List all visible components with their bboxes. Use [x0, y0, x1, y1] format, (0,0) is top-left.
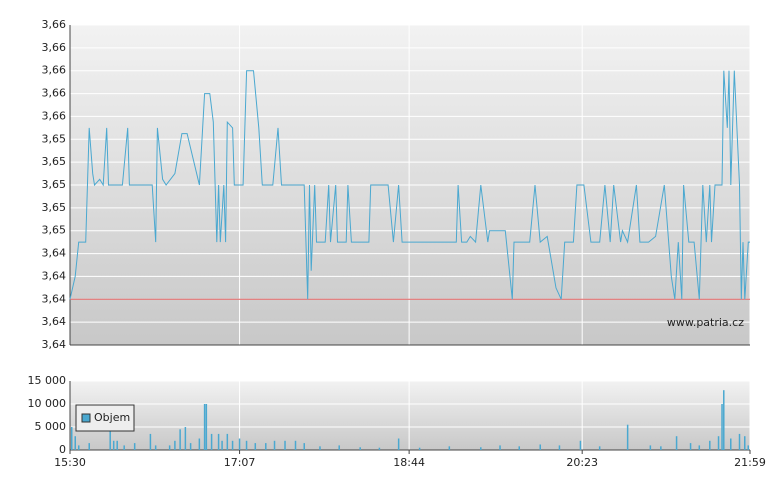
y-tick-label: 15 000	[28, 374, 67, 387]
x-tick-label: 21:59	[734, 456, 766, 469]
y-tick-label: 3,64	[42, 292, 67, 305]
y-tick-label: 3,64	[42, 338, 67, 351]
y-tick-label: 3,66	[42, 41, 67, 54]
y-tick-label: 3,65	[42, 201, 67, 214]
volume-bar	[88, 443, 90, 450]
volume-bar	[359, 447, 361, 450]
volume-bar	[397, 438, 400, 450]
volume-bar	[319, 446, 321, 450]
y-tick-label: 3,64	[42, 247, 67, 260]
volume-bar	[198, 438, 201, 450]
volume-bar	[649, 445, 652, 450]
volume-bar	[210, 433, 213, 450]
y-tick-label: 3,66	[42, 87, 67, 100]
x-tick-label: 20:23	[566, 456, 598, 469]
y-tick-label: 3,65	[42, 155, 67, 168]
volume-bar	[338, 445, 340, 450]
y-tick-label: 3,66	[42, 109, 67, 122]
volume-bar	[730, 438, 732, 450]
y-tick-label: 3,66	[42, 18, 67, 31]
volume-bar	[558, 445, 561, 450]
volume-bar	[303, 443, 305, 450]
volume-bar	[480, 447, 482, 450]
volume-bar	[744, 436, 746, 450]
volume-bar	[294, 440, 297, 450]
volume-bar	[226, 433, 229, 450]
volume-bar	[518, 446, 521, 450]
volume-bar	[112, 440, 115, 450]
volume-bar	[231, 440, 234, 450]
y-tick-label: 3,65	[42, 132, 67, 145]
volume-bar	[284, 440, 286, 450]
y-tick-label: 3,66	[42, 64, 67, 77]
volume-bar	[698, 445, 701, 450]
volume-bar	[154, 445, 157, 450]
volume-bar	[721, 404, 723, 450]
volume-bar	[626, 424, 629, 450]
volume-bar	[133, 443, 136, 450]
volume-bar	[709, 440, 711, 450]
x-tick-label: 18:44	[393, 456, 425, 469]
volume-bar	[203, 404, 206, 450]
y-tick-label: 3,65	[42, 224, 67, 237]
volume-bar	[579, 440, 582, 450]
volume-bar	[675, 436, 678, 450]
watermark: www.patria.cz	[667, 316, 744, 329]
volume-bar	[738, 433, 741, 450]
volume-bar	[660, 446, 662, 450]
volume-bar	[448, 446, 451, 450]
volume-bar	[717, 436, 720, 450]
volume-bar	[245, 440, 248, 450]
volume-bar	[689, 443, 692, 450]
volume-bar	[184, 427, 187, 450]
volume-bar	[189, 443, 192, 450]
volume-bar	[539, 444, 541, 450]
volume-bar	[174, 440, 176, 450]
volume-bar	[109, 422, 111, 450]
volume-bar	[418, 447, 421, 450]
volume-bar	[70, 427, 73, 450]
volume-bar	[378, 447, 381, 450]
volume-bar	[747, 445, 750, 450]
volume-bar	[221, 440, 223, 450]
volume-bar	[598, 446, 601, 450]
x-tick-label: 17:07	[224, 456, 256, 469]
volume-bar	[254, 443, 257, 450]
y-tick-label: 10 000	[28, 397, 67, 410]
price-line	[69, 70, 750, 300]
y-tick-label: 3,65	[42, 178, 67, 191]
volume-bar	[205, 404, 208, 450]
y-tick-label: 5 000	[35, 420, 67, 433]
volume-bar	[499, 445, 501, 450]
legend-swatch	[81, 413, 91, 423]
volume-bar	[265, 443, 267, 450]
y-tick-label: 0	[59, 443, 66, 456]
volume-bar	[149, 433, 152, 450]
x-tick-label: 15:30	[54, 456, 86, 469]
volume-bar	[179, 429, 181, 450]
volume-bar	[123, 445, 125, 450]
volume-bar	[217, 433, 220, 450]
volume-bar	[77, 445, 80, 450]
volume-panel	[70, 381, 750, 450]
volume-bar	[723, 390, 725, 450]
volume-bar	[74, 436, 76, 450]
volume-bar	[116, 440, 118, 450]
volume-bar	[238, 438, 241, 450]
y-tick-label: 3,64	[42, 315, 67, 328]
volume-bar	[273, 440, 276, 450]
volume-bar	[168, 445, 171, 450]
y-tick-label: 3,64	[42, 269, 67, 282]
legend-label: Objem	[94, 411, 130, 424]
